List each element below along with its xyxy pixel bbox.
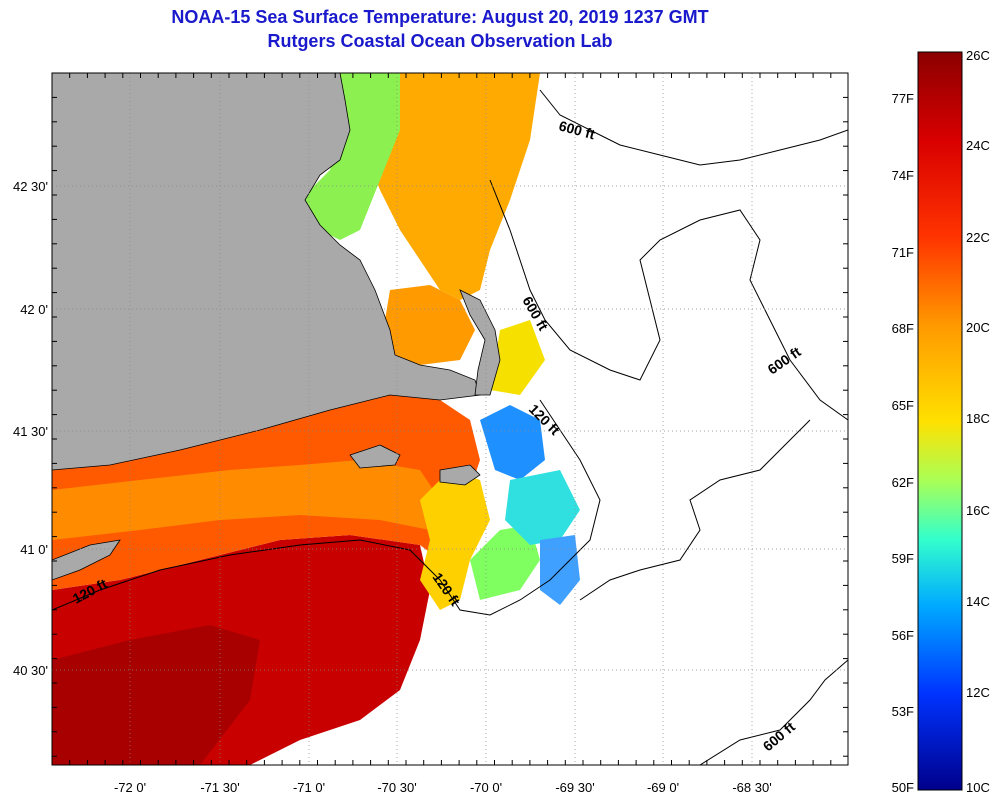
sst-deep-red-water	[52, 625, 260, 765]
map-frame	[51, 72, 849, 766]
graticule	[52, 73, 848, 765]
lon-tick-label: -68 30'	[732, 780, 771, 795]
land-nantucket	[439, 464, 481, 486]
contour-600ft-south	[699, 659, 848, 765]
contour-georges-bank	[579, 419, 811, 601]
sst-yellow-band	[420, 470, 490, 610]
colorbar-fahrenheit-label: 56F	[892, 628, 914, 643]
colorbar-fahrenheit-label: 62F	[892, 475, 914, 490]
sst-cyan-water	[505, 470, 580, 545]
colorbar-celsius-label: 26C	[966, 48, 990, 63]
land-cape-cod	[459, 289, 501, 396]
colorbar-celsius-label: 18C	[966, 411, 990, 426]
sst-green-coastal	[300, 73, 400, 240]
sst-yellow-patch-north	[490, 320, 545, 395]
latitude-labels: 42 30' 42 0' 41 30' 41 0' 40 30'	[13, 179, 48, 678]
colorbar-celsius-label: 16C	[966, 503, 990, 518]
map-title: NOAA-15 Sea Surface Temperature: August …	[171, 7, 709, 27]
colorbar-celsius-label: 22C	[966, 230, 990, 245]
colorbar-celsius-label: 20C	[966, 320, 990, 335]
colorbar-fahrenheit-label: 50F	[892, 780, 914, 795]
lat-tick-label: 42 0'	[20, 302, 48, 317]
lat-tick-label: 41 0'	[20, 542, 48, 557]
colorbar-fahrenheit-label: 77F	[892, 91, 914, 106]
lat-tick-label: 41 30'	[13, 424, 48, 439]
lon-tick-label: -71 30'	[200, 780, 239, 795]
colorbar-fahrenheit-label: 65F	[892, 398, 914, 413]
lat-tick-label: 42 30'	[13, 179, 48, 194]
sst-cold-water-east-cape	[480, 405, 545, 480]
map-plot-area: 600 ft 600 ft 600 ft 600 ft 120 ft 120 f…	[52, 73, 848, 765]
colorbar	[917, 51, 963, 791]
lon-tick-label: -70 0'	[470, 780, 502, 795]
contour-120ft	[52, 399, 601, 616]
colorbar-fahrenheit-label: 71F	[892, 245, 914, 260]
land-martha-vineyard	[349, 444, 401, 469]
sst-orange-nearshore	[52, 460, 440, 540]
longitude-labels: -72 0' -71 30' -71 0' -70 30' -70 0' -69…	[114, 780, 772, 795]
land-long-island	[52, 539, 121, 581]
lat-tick-label: 40 30'	[13, 663, 48, 678]
map-subtitle: Rutgers Coastal Ocean Observation Lab	[267, 31, 613, 51]
sst-cool-water-shoals	[470, 525, 540, 600]
colorbar-celsius-labels: 26C 24C 22C 20C 18C 16C 14C 12C 10C	[966, 48, 990, 795]
contour-600ft-north	[539, 89, 848, 166]
frame-ticks	[52, 73, 848, 765]
contour-600ft-georges	[489, 179, 848, 421]
colorbar-fahrenheit-label: 53F	[892, 704, 914, 719]
lon-tick-label: -70 30'	[377, 780, 416, 795]
lon-tick-label: -71 0'	[293, 780, 325, 795]
lon-tick-label: -69 0'	[647, 780, 679, 795]
colorbar-fahrenheit-labels: 77F 74F 71F 68F 65F 62F 59F 56F 53F 50F	[892, 91, 914, 795]
colorbar-celsius-label: 10C	[966, 780, 990, 795]
colorbar-celsius-label: 12C	[966, 685, 990, 700]
land-new-england	[52, 73, 481, 471]
lon-tick-label: -72 0'	[114, 780, 146, 795]
colorbar-fahrenheit-label: 68F	[892, 321, 914, 336]
colorbar-celsius-label: 24C	[966, 138, 990, 153]
colorbar-fahrenheit-label: 59F	[892, 551, 914, 566]
colorbar-fahrenheit-label: 74F	[892, 168, 914, 183]
lon-tick-label: -69 30'	[555, 780, 594, 795]
sst-cape-cod-bay	[385, 285, 475, 365]
colorbar-celsius-label: 14C	[966, 594, 990, 609]
